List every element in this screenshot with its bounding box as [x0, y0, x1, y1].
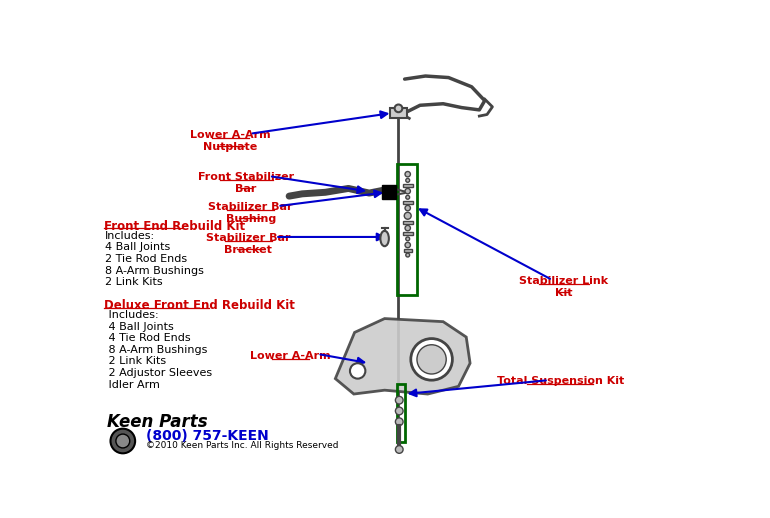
- Polygon shape: [336, 319, 470, 394]
- Circle shape: [417, 345, 447, 374]
- Circle shape: [405, 242, 410, 248]
- Circle shape: [396, 418, 403, 426]
- Circle shape: [396, 407, 403, 415]
- Text: Total Suspension Kit: Total Suspension Kit: [497, 376, 624, 386]
- Text: Front Stabilizer
Bar: Front Stabilizer Bar: [198, 172, 294, 194]
- Bar: [403, 233, 413, 235]
- Circle shape: [350, 363, 366, 379]
- Circle shape: [405, 205, 410, 211]
- Text: Stabilizer Bar
Bracket: Stabilizer Bar Bracket: [206, 233, 290, 255]
- Circle shape: [411, 339, 453, 380]
- Text: Deluxe Front End Rebuild Kit: Deluxe Front End Rebuild Kit: [103, 299, 294, 312]
- Bar: [403, 184, 413, 187]
- Circle shape: [406, 237, 410, 241]
- Bar: [382, 185, 397, 199]
- Bar: [403, 201, 413, 204]
- Bar: [397, 164, 417, 295]
- Circle shape: [406, 178, 410, 182]
- Circle shape: [394, 105, 403, 112]
- Circle shape: [396, 445, 403, 453]
- Text: Lower A-Arm: Lower A-Arm: [250, 351, 331, 361]
- Circle shape: [405, 225, 410, 231]
- Bar: [403, 249, 413, 252]
- Bar: [397, 384, 405, 442]
- Circle shape: [406, 195, 410, 199]
- Bar: [390, 108, 407, 118]
- Text: Stabilizer Bar
Bushing: Stabilizer Bar Bushing: [209, 203, 293, 224]
- Text: ©2010 Keen Parts Inc. All Rights Reserved: ©2010 Keen Parts Inc. All Rights Reserve…: [146, 441, 338, 450]
- Circle shape: [406, 253, 410, 257]
- Circle shape: [111, 429, 136, 453]
- Circle shape: [404, 212, 411, 219]
- Ellipse shape: [380, 231, 389, 246]
- Text: Includes:
 4 Ball Joints
 4 Tie Rod Ends
 8 A-Arm Bushings
 2 Link Kits
 2 Adjus: Includes: 4 Ball Joints 4 Tie Rod Ends 8…: [105, 310, 213, 390]
- Text: Lower A-Arm
Nutplate: Lower A-Arm Nutplate: [190, 130, 271, 152]
- Text: Keen Parts: Keen Parts: [107, 412, 208, 430]
- Text: Front End Rebuild Kit: Front End Rebuild Kit: [103, 220, 245, 233]
- Text: Includes:
4 Ball Joints
2 Tie Rod Ends
8 A-Arm Bushings
2 Link Kits: Includes: 4 Ball Joints 2 Tie Rod Ends 8…: [105, 231, 204, 287]
- Circle shape: [405, 171, 410, 177]
- Text: (800) 757-KEEN: (800) 757-KEEN: [146, 429, 269, 443]
- Bar: [403, 221, 413, 224]
- Circle shape: [405, 189, 410, 194]
- Circle shape: [116, 434, 129, 448]
- Text: Stabilizer Link
Kit: Stabilizer Link Kit: [520, 276, 608, 298]
- Circle shape: [396, 396, 403, 404]
